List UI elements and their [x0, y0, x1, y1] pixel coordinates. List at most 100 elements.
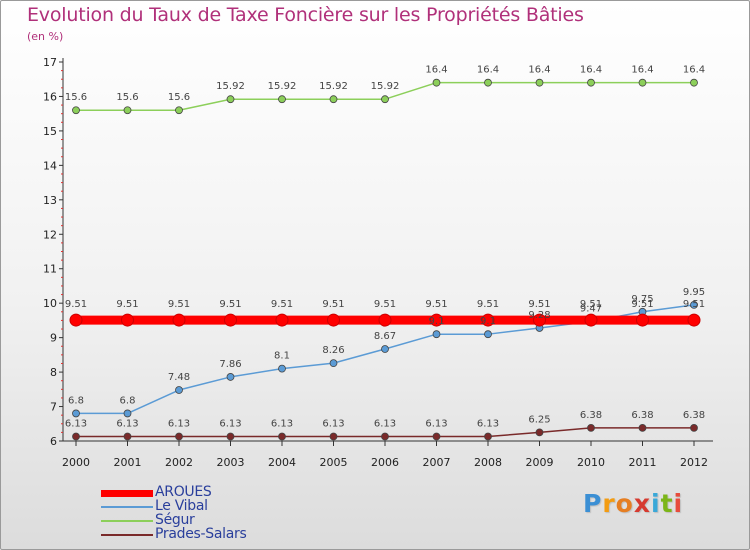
data-point: [72, 432, 80, 441]
data-point: [329, 95, 338, 104]
data-label: 15.6: [65, 92, 87, 103]
x-tick-label: 2001: [114, 456, 142, 469]
data-point: [687, 313, 701, 327]
legend-swatch: [101, 520, 153, 522]
data-label: 7.86: [219, 359, 241, 370]
data-point: [584, 313, 598, 327]
data-label: 9.51: [580, 299, 602, 310]
data-label: 6.13: [425, 419, 447, 430]
data-label: 15.92: [319, 81, 348, 92]
data-label: 7.48: [168, 372, 190, 383]
data-point: [226, 432, 235, 441]
data-label: 9.51: [322, 299, 344, 310]
logo-letter: o: [615, 489, 634, 518]
data-point: [72, 409, 80, 418]
data-point: [278, 364, 286, 373]
data-label: 9.1: [480, 316, 496, 327]
data-point: [123, 409, 132, 418]
x-tick-label: 2007: [423, 456, 451, 469]
data-point: [327, 313, 340, 327]
data-label: 6.13: [116, 419, 138, 430]
data-label: 9.51: [631, 299, 653, 310]
data-point: [123, 432, 132, 441]
data-point: [123, 106, 132, 115]
data-point: [638, 78, 647, 87]
y-tick-label: 11: [43, 263, 57, 276]
data-label: 8.26: [322, 345, 344, 356]
data-point: [432, 432, 441, 441]
data-label: 6.25: [528, 414, 550, 425]
y-tick-label: 9: [50, 332, 57, 345]
data-label: 16.4: [631, 65, 653, 76]
x-tick-label: 2012: [680, 456, 708, 469]
legend-label: Ségur: [155, 512, 195, 528]
logo-letter: t: [660, 489, 674, 518]
logo-letter: P: [583, 489, 603, 518]
logo-letter: r: [602, 489, 616, 518]
data-label: 6.8: [120, 395, 136, 406]
data-label: 9.51: [683, 299, 705, 310]
legend-swatch: [101, 534, 153, 536]
data-label: 6.13: [168, 419, 190, 430]
x-tick-label: 2009: [526, 456, 554, 469]
x-tick-label: 2011: [629, 456, 657, 469]
data-point: [690, 301, 698, 309]
data-point: [381, 432, 389, 441]
data-point: [175, 106, 183, 115]
legend-label: Prades-Salars: [155, 526, 247, 542]
data-point: [535, 78, 544, 87]
data-point: [690, 424, 698, 432]
data-label: 9.95: [683, 287, 705, 298]
data-label: 15.6: [168, 92, 190, 103]
data-point: [175, 386, 183, 394]
data-label: 9.51: [219, 299, 241, 310]
data-point: [481, 313, 495, 327]
y-tick-label: 15: [43, 125, 57, 138]
x-tick-label: 2002: [165, 456, 193, 469]
y-tick-label: 14: [43, 159, 57, 172]
data-point: [378, 313, 392, 327]
y-tick-label: 10: [43, 297, 57, 310]
data-label: 6.13: [477, 419, 499, 430]
data-point: [226, 95, 235, 104]
data-point: [484, 78, 492, 87]
legend-label: AROUES: [155, 484, 212, 500]
y-tick-label: 6: [50, 435, 57, 448]
data-label: 9.51: [528, 299, 550, 310]
chart-unit-label: (en %): [27, 30, 64, 43]
data-point: [690, 78, 698, 87]
y-tick-label: 17: [43, 56, 57, 69]
legend-swatch: [101, 490, 153, 497]
data-label: 16.4: [477, 65, 499, 76]
data-point: [329, 432, 338, 441]
data-point: [432, 78, 441, 87]
data-point: [638, 424, 647, 432]
data-point: [121, 313, 134, 327]
data-label: 9.75: [631, 294, 653, 305]
data-point: [430, 313, 443, 327]
data-label: 9.51: [271, 299, 293, 310]
y-tick-label: 12: [43, 228, 57, 241]
data-point: [72, 106, 80, 115]
data-label: 15.92: [371, 81, 400, 92]
x-tick-label: 2010: [577, 456, 605, 469]
chart-title: Evolution du Taux de Taxe Foncière sur l…: [27, 4, 584, 26]
data-point: [533, 313, 546, 327]
logo-letter: i: [673, 489, 684, 518]
data-label: 9.51: [425, 299, 447, 310]
logo-letter: i: [651, 489, 661, 518]
data-label: 9.28: [528, 310, 550, 321]
data-point: [278, 95, 286, 104]
data-point: [484, 330, 492, 339]
data-label: 16.4: [580, 65, 602, 76]
data-point: [587, 424, 595, 432]
x-tick-label: 2004: [268, 456, 296, 469]
legend-label: Le Vibal: [155, 498, 208, 514]
data-point: [381, 345, 389, 353]
data-label: 8.67: [374, 331, 396, 342]
data-label: 6.13: [65, 419, 87, 430]
x-tick-label: 2003: [217, 456, 245, 469]
data-point: [69, 313, 83, 327]
